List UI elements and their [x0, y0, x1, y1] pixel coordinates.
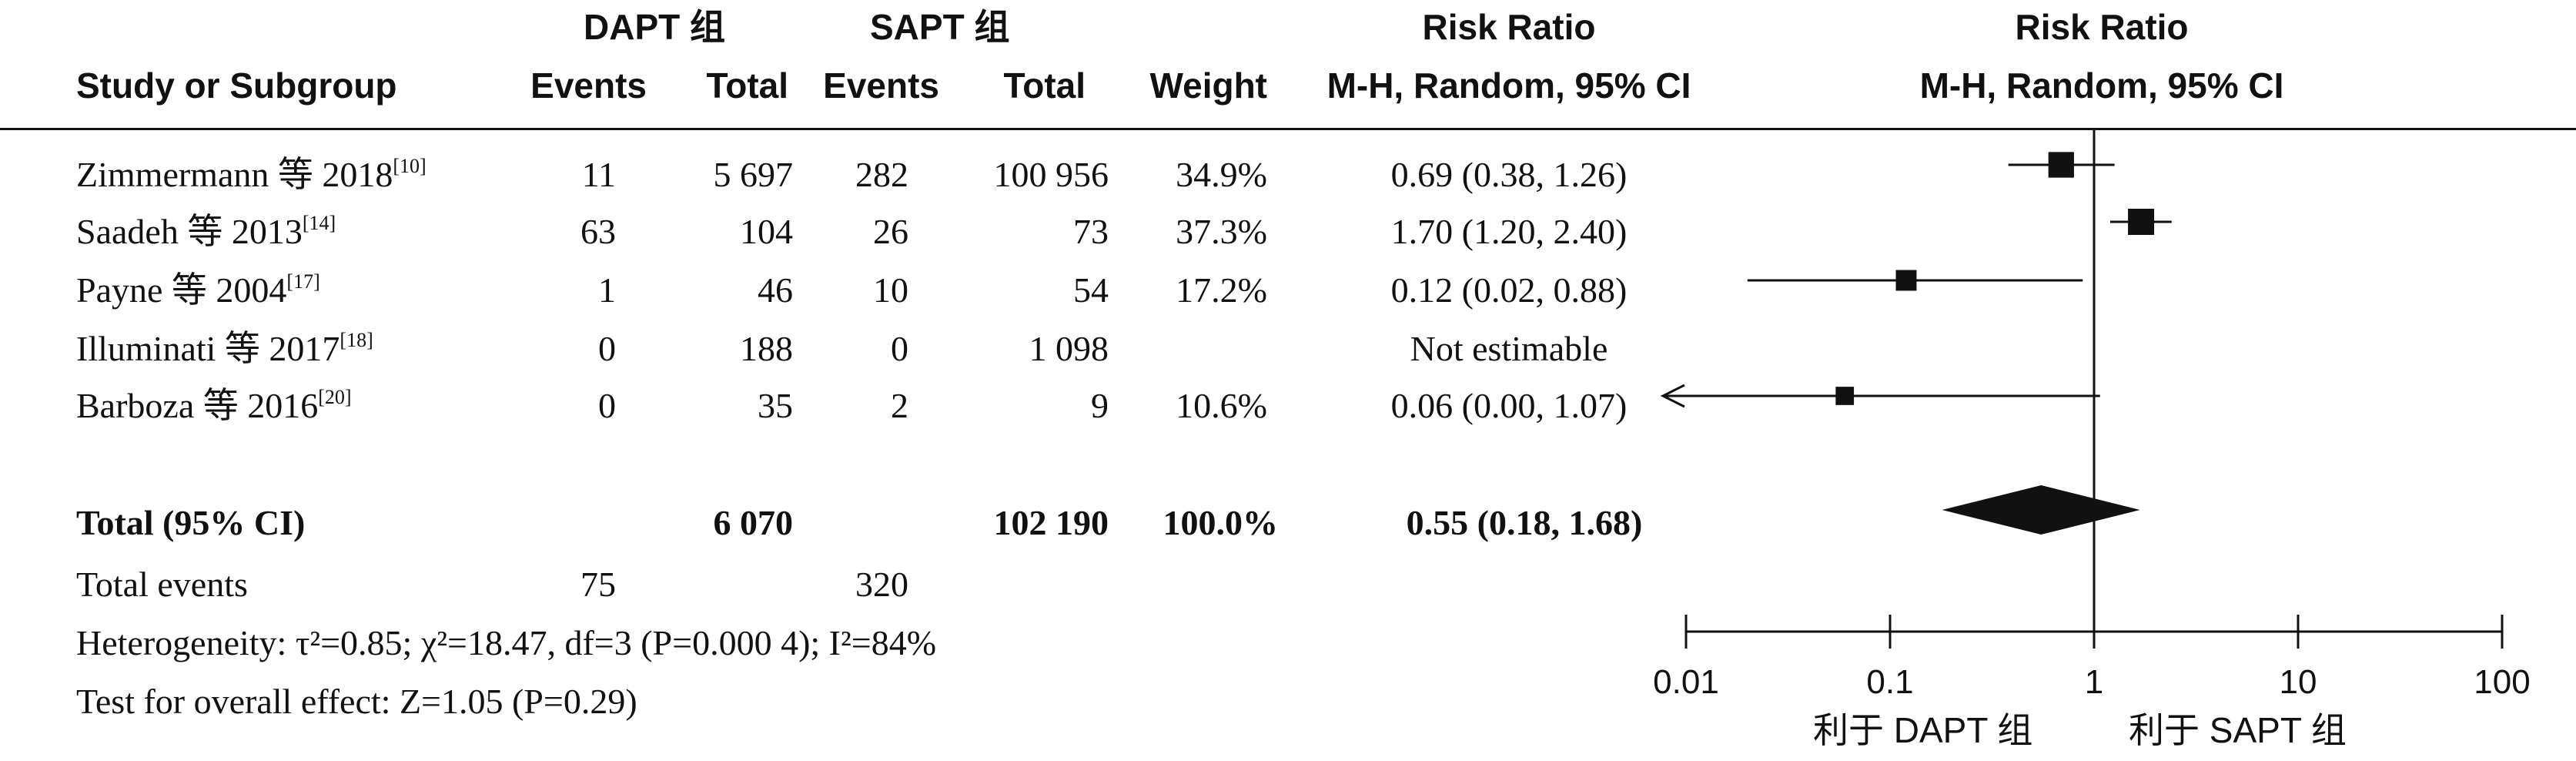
favours-left: 利于 DAPT 组: [1813, 710, 2033, 750]
total1-cell: 188: [740, 329, 793, 368]
ci-cell: 0.69 (0.38, 1.26): [1390, 155, 1628, 194]
total-weight: 100.0%: [1163, 503, 1279, 542]
total2-cell: 54: [1073, 270, 1109, 310]
events1-cell: 11: [581, 155, 616, 194]
favours-right: 利于 SAPT 组: [2129, 710, 2347, 750]
total-events2: 320: [855, 565, 908, 604]
events2-cell: 10: [873, 270, 908, 310]
plot-title: Risk Ratio: [2015, 7, 2189, 47]
weight-cell: 10.6%: [1176, 386, 1267, 425]
events2-cell: 26: [873, 212, 908, 251]
ci-cell: Not estimable: [1410, 329, 1608, 368]
effect-square: [2128, 209, 2155, 235]
x-tick-label: 10: [2280, 663, 2317, 701]
pooled-diamond: [1942, 485, 2140, 535]
total1-header: Total: [706, 65, 788, 106]
x-tick-label: 0.01: [1653, 663, 1719, 701]
ci-arrow: [1660, 384, 1685, 408]
total1-cell: 5 697: [713, 155, 794, 194]
events1-cell: 63: [580, 212, 616, 251]
total2-cell: 9: [1091, 386, 1109, 425]
effect-square: [1835, 387, 1855, 405]
total2-cell: 1 098: [1029, 329, 1109, 368]
total-ci: 0.55 (0.18, 1.68): [1406, 503, 1643, 542]
effect-square: [1895, 270, 1917, 291]
ci-cell: 0.06 (0.00, 1.07): [1390, 386, 1628, 425]
study-name: Barboza 等 2016[20]: [76, 386, 352, 425]
group1-header: DAPT 组: [584, 7, 725, 47]
ci-cell: 0.12 (0.02, 0.88): [1390, 270, 1628, 310]
plot-method: M-H, Random, 95% CI: [1919, 65, 2284, 106]
study-name: Saadeh 等 2013[14]: [76, 212, 336, 251]
total2-cell: 100 956: [993, 155, 1109, 194]
total1-cell: 35: [758, 386, 793, 425]
events1-cell: 1: [598, 270, 616, 310]
study-header: Study or Subgroup: [76, 65, 397, 106]
x-tick-label: 0.1: [1866, 663, 1913, 701]
events1-cell: 0: [598, 386, 616, 425]
rr-title: Risk Ratio: [1422, 7, 1596, 47]
total2-sum: 102 190: [993, 503, 1109, 542]
events1-header: Events: [530, 65, 647, 106]
events1-cell: 0: [598, 329, 616, 368]
total1-cell: 104: [740, 212, 793, 251]
events2-cell: 0: [891, 329, 908, 368]
events2-cell: 2: [891, 386, 908, 425]
weight-cell: 37.3%: [1176, 212, 1267, 251]
group2-header: SAPT 组: [870, 7, 1010, 47]
total-events1: 75: [580, 565, 616, 604]
total1-sum: 6 070: [713, 503, 794, 542]
ci-cell: 1.70 (1.20, 2.40): [1390, 212, 1628, 251]
rr-method: M-H, Random, 95% CI: [1326, 65, 1691, 106]
header-rule: [0, 128, 2576, 130]
total2-cell: 73: [1073, 212, 1109, 251]
study-name: Illuminati 等 2017[18]: [76, 329, 373, 368]
study-name: Zimmermann 等 2018[10]: [76, 155, 427, 194]
study-name: Payne 等 2004[17]: [76, 270, 320, 310]
total1-cell: 46: [758, 270, 793, 310]
heterogeneity: Heterogeneity: τ²=0.85; χ²=18.47, df=3 (…: [76, 623, 937, 662]
total-label: Total (95% CI): [76, 503, 306, 542]
effect-square: [2048, 152, 2074, 178]
weight-cell: 17.2%: [1176, 270, 1267, 310]
x-tick-label: 1: [2085, 663, 2103, 701]
overall-effect: Test for overall effect: Z=1.05 (P=0.29): [76, 682, 637, 721]
total2-header: Total: [1003, 65, 1086, 106]
total-events-label: Total events: [76, 565, 248, 604]
x-tick-label: 100: [2474, 663, 2530, 701]
events2-header: Events: [823, 65, 939, 106]
weight-cell: 34.9%: [1176, 155, 1267, 194]
events2-cell: 282: [855, 155, 908, 194]
weight-header: Weight: [1149, 65, 1267, 106]
